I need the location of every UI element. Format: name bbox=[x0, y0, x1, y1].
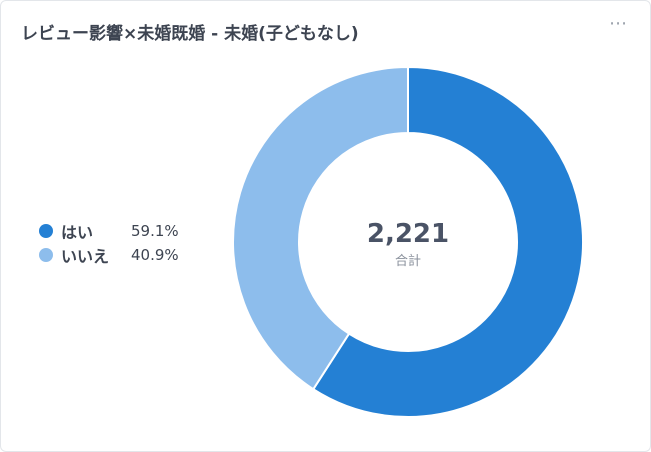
legend-value: 40.9% bbox=[131, 246, 179, 264]
legend-value: 59.1% bbox=[131, 222, 179, 240]
donut-slice-yes[interactable] bbox=[311, 65, 584, 418]
legend-item-no[interactable]: いいえ 40.9% bbox=[39, 243, 179, 267]
chart-title: レビュー影響×未婚既婚 - 未婚(子どもなし) bbox=[21, 24, 359, 44]
legend-dot-no bbox=[39, 248, 53, 262]
legend-label: はい bbox=[61, 223, 94, 242]
legend: はい 59.1% いいえ 40.9% bbox=[39, 219, 179, 267]
donut-slice-no[interactable] bbox=[232, 65, 409, 391]
legend-dot-yes bbox=[39, 224, 53, 238]
donut-slices bbox=[232, 65, 584, 418]
more-horizontal-icon[interactable]: ⋯ bbox=[609, 13, 628, 34]
center-total: 2,221 bbox=[367, 219, 449, 249]
legend-label: いいえ bbox=[61, 247, 110, 266]
center-label: 合計 bbox=[395, 253, 421, 269]
legend-item-yes[interactable]: はい 59.1% bbox=[39, 219, 179, 243]
